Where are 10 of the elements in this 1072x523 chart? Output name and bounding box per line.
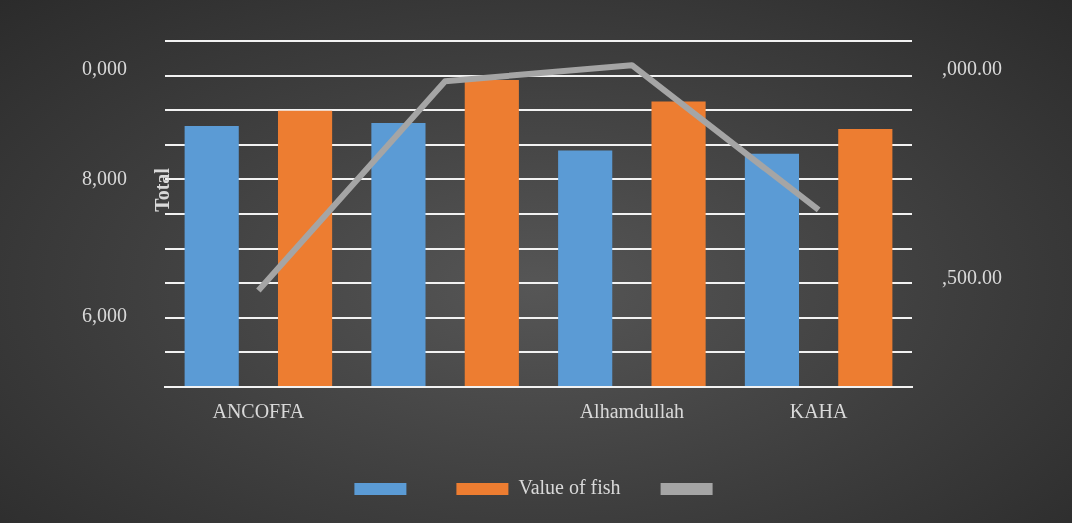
x-tick-label: KAHA bbox=[789, 400, 849, 423]
text: 6,000 bbox=[82, 303, 127, 327]
text: ,000.00 bbox=[942, 56, 1002, 80]
x-tick-label: Alhamdullah bbox=[579, 400, 685, 423]
text: ,500.00 bbox=[942, 265, 1002, 289]
text: 0,000 bbox=[82, 56, 127, 80]
y-axis-title: Total bbox=[150, 168, 174, 212]
legend-label: Value of fish bbox=[518, 476, 621, 499]
x-tick-label: ANCOFFA bbox=[212, 400, 305, 423]
text: 8,000 bbox=[82, 166, 127, 190]
